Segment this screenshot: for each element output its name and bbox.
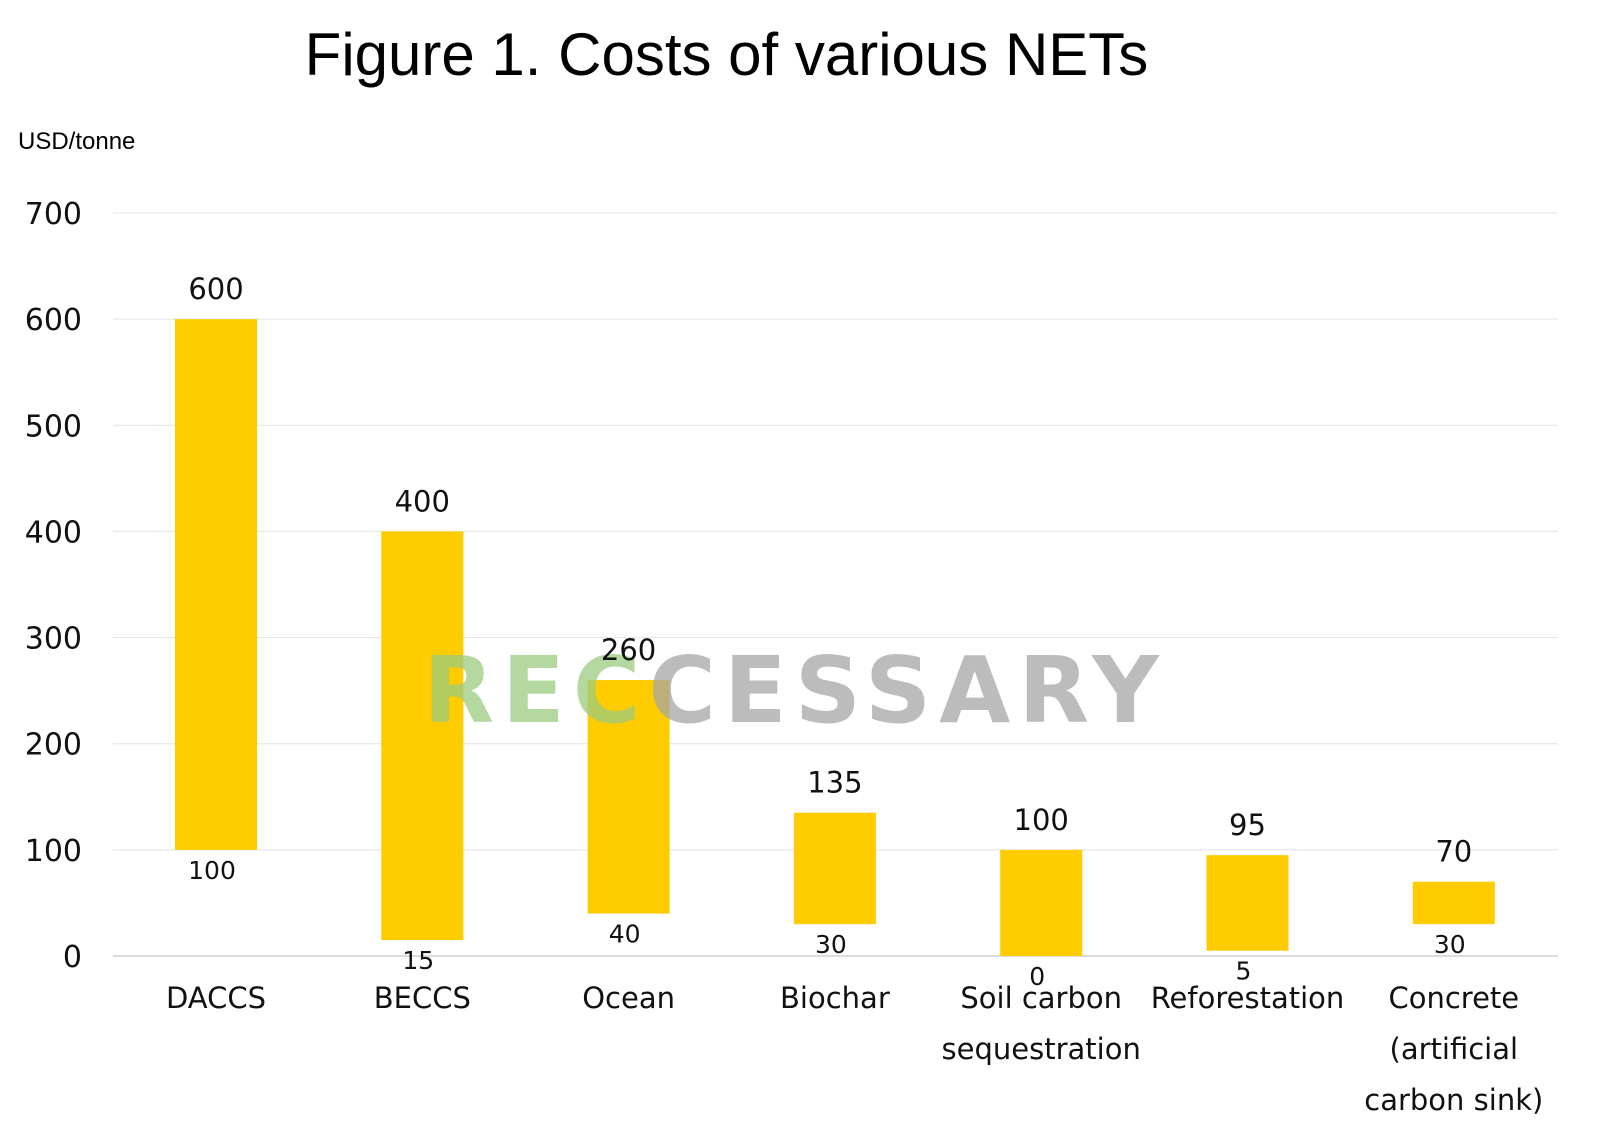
bar-high-value-label: 70 xyxy=(1435,835,1472,869)
bar-high-value-label: 135 xyxy=(807,766,862,800)
y-tick-label: 300 xyxy=(25,622,82,657)
bar-low-value-label: 15 xyxy=(402,946,434,975)
chart-title: Figure 1. Costs of various NETs xyxy=(304,21,1149,88)
x-category-label: BECCS xyxy=(374,981,471,1015)
bar xyxy=(1206,855,1289,951)
bar-low-value-label: 30 xyxy=(1434,930,1466,959)
y-tick-label: 700 xyxy=(25,197,82,232)
watermark-logo: RECCESSARY xyxy=(423,637,1167,744)
bar-low-value-label: 0 xyxy=(1029,962,1045,991)
bar xyxy=(175,319,257,850)
bars xyxy=(175,319,1495,956)
watermark: RECCESSARY xyxy=(423,637,1167,744)
x-category-label: Biochar xyxy=(780,981,890,1015)
y-tick-label: 400 xyxy=(25,515,82,550)
y-tick-label: 0 xyxy=(63,940,82,975)
bar-low-value-label: 30 xyxy=(815,930,847,959)
data-labels: 600 100 400 15 260 40 135 30 100 0 95 5 70 30 xyxy=(188,272,1472,991)
x-category-label: carbon sink) xyxy=(1364,1083,1543,1117)
x-category-label: sequestration xyxy=(942,1032,1141,1066)
bar-high-value-label: 260 xyxy=(601,633,656,667)
bar-high-value-label: 600 xyxy=(188,272,243,306)
x-category-label: Concrete xyxy=(1388,981,1519,1015)
x-category-label: DACCS xyxy=(166,981,266,1015)
bar xyxy=(793,812,876,925)
bar-low-value-label: 100 xyxy=(188,856,236,885)
bar xyxy=(1412,881,1495,925)
y-axis-ticks: 0 100 200 300 400 500 600 700 xyxy=(25,197,82,975)
y-tick-label: 100 xyxy=(25,834,82,869)
bar xyxy=(1000,849,1083,956)
bar xyxy=(381,531,464,941)
bar-low-value-label: 40 xyxy=(609,920,641,949)
x-category-label: Soil carbon xyxy=(960,981,1122,1015)
x-axis-category-labels: DACCS BECCS Ocean Biochar Soil carbon sequest… xyxy=(166,981,1543,1117)
y-tick-label: 500 xyxy=(25,409,82,444)
bar-high-value-label: 100 xyxy=(1014,803,1069,837)
bar-low-value-label: 5 xyxy=(1236,957,1252,986)
bar-high-value-label: 400 xyxy=(395,484,450,518)
gridlines xyxy=(113,212,1558,957)
y-axis-unit-label: USD/tonne xyxy=(18,128,136,155)
x-category-label: Reforestation xyxy=(1151,981,1345,1015)
x-category-label: (artificial xyxy=(1390,1032,1519,1066)
x-category-label: Ocean xyxy=(582,981,675,1015)
y-tick-label: 200 xyxy=(25,728,82,763)
bar-high-value-label: 95 xyxy=(1229,808,1266,842)
bar xyxy=(587,680,670,914)
y-tick-label: 600 xyxy=(25,303,82,338)
